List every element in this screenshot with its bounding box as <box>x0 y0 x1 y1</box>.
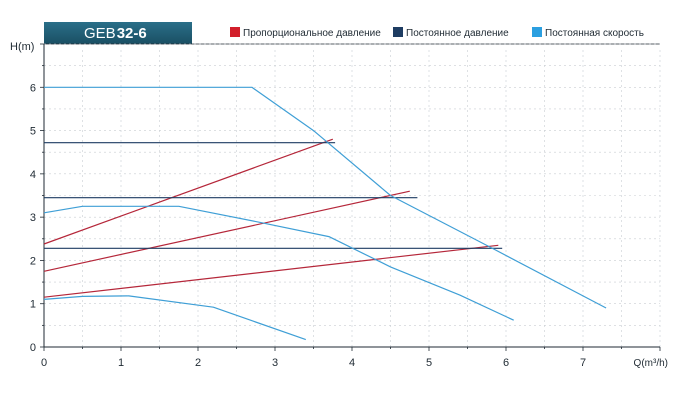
x-tick-label: 1 <box>118 357 124 369</box>
series-line-constant-speed-7 <box>44 86 607 309</box>
legend-swatch-proportional <box>230 27 240 37</box>
legend-label-proportional: Пропорциональное давление <box>243 28 381 39</box>
legend: Пропорциональное давление Постоянное дав… <box>230 27 644 39</box>
x-tick-label: 5 <box>426 357 432 369</box>
axes <box>40 43 661 351</box>
y-tick-label: 4 <box>30 169 36 181</box>
x-tick-label: 2 <box>195 357 201 369</box>
y-tick-label: 3 <box>30 212 36 224</box>
series <box>43 86 607 341</box>
x-tick-label: 0 <box>41 357 47 369</box>
x-tick-label: 7 <box>580 357 586 369</box>
x-tick-label: 4 <box>349 357 355 369</box>
chart-title-model: 32-6 <box>117 25 147 42</box>
legend-label-constant-speed: Постоянная скорость <box>545 28 644 39</box>
y-tick-label: 2 <box>30 255 36 267</box>
chart-title: GEB32-6 <box>84 25 147 42</box>
y-tick-label: 0 <box>30 342 36 354</box>
grid <box>44 43 661 347</box>
y-tick-label: 1 <box>30 299 36 311</box>
y-axis-label: H(m) <box>10 41 34 53</box>
x-axis-label: Q(m³/h) <box>634 358 668 369</box>
series-line-constant-speed-8 <box>43 205 514 321</box>
title-background <box>44 22 192 44</box>
chart-title-prefix: GEB <box>84 25 116 42</box>
y-tick-label: 6 <box>30 82 36 94</box>
legend-label-constant-pressure: Постоянное давление <box>406 28 509 39</box>
series-line-proportional-2 <box>43 190 410 272</box>
y-tick-label: 5 <box>30 126 36 138</box>
series-line-proportional-1 <box>43 138 334 245</box>
title-bar: GEB32-6 <box>44 22 660 45</box>
legend-swatch-constant-pressure <box>393 27 403 37</box>
x-tick-label: 3 <box>272 357 278 369</box>
series-line-constant-speed-9 <box>43 295 306 341</box>
axis-labels: 0 1 2 3 4 5 6 7 0 1 2 3 4 5 6 H(m) Q(m³/h) <box>10 41 668 369</box>
x-tick-label: 6 <box>503 357 509 369</box>
legend-swatch-constant-speed <box>532 27 542 37</box>
series-line-proportional-3 <box>43 244 499 298</box>
